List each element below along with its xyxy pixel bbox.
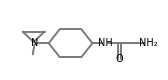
Text: N: N (31, 38, 38, 48)
Text: NH: NH (98, 38, 112, 48)
Text: NH₂: NH₂ (139, 38, 158, 48)
Text: O: O (115, 54, 123, 64)
